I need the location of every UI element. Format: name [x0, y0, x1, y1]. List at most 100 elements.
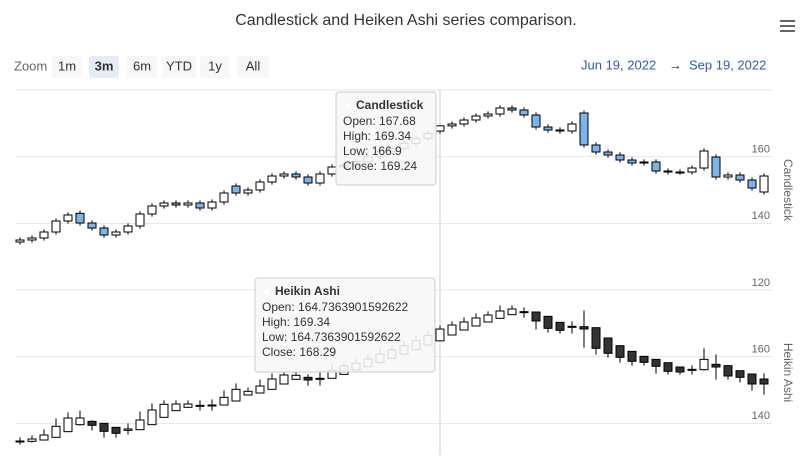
- candle-body: [123, 225, 133, 233]
- tooltip-title: Heikin Ashi: [275, 284, 340, 298]
- candle-body: [435, 328, 445, 342]
- zoom-button-bg[interactable]: [162, 56, 196, 78]
- y-tick-label: 140: [752, 210, 770, 222]
- candle-body: [51, 220, 61, 233]
- candle-body: [279, 173, 289, 177]
- candle-body: [255, 385, 265, 394]
- candle-body: [459, 321, 469, 331]
- candle-body: [303, 376, 313, 381]
- zoom-button[interactable]: 6m: [127, 56, 157, 78]
- tooltip-title: Candlestick: [356, 98, 424, 112]
- tooltip-key: Open:: [262, 300, 295, 314]
- range-from[interactable]: Jun 19, 2022: [581, 57, 656, 72]
- candle-body: [111, 426, 121, 434]
- candle-body: [699, 150, 709, 169]
- candle-body: [603, 337, 613, 354]
- candle-body: [267, 175, 277, 183]
- tooltip-row: High: 169.34: [343, 129, 411, 143]
- candle-body: [723, 174, 733, 178]
- zoom-button[interactable]: 1m: [52, 56, 82, 78]
- zoom-button-bg[interactable]: [200, 56, 230, 78]
- candle-body: [195, 202, 205, 209]
- candle-body: [627, 350, 637, 362]
- candle-body: [171, 403, 181, 412]
- tooltip-row: Low: 166.9: [343, 144, 402, 158]
- candle-body: [759, 378, 769, 385]
- range-separator: →: [669, 57, 682, 72]
- candle-body: [639, 161, 649, 164]
- range-to[interactable]: Sep 19, 2022: [689, 57, 766, 72]
- candle-body: [531, 311, 541, 322]
- candle-body: [675, 366, 685, 373]
- tooltip-value: 168.29: [299, 345, 336, 359]
- candle-body: [495, 107, 505, 115]
- tooltip-value: 164.7363901592622: [291, 330, 401, 344]
- zoom-button[interactable]: All: [237, 56, 269, 78]
- y-tick-label: 160: [752, 144, 770, 156]
- candle-body: [195, 404, 205, 407]
- candle-body: [75, 417, 85, 426]
- candle-body: [447, 324, 457, 336]
- candle-body: [591, 144, 601, 153]
- zoom-button-bg[interactable]: [89, 56, 119, 78]
- candle-body: [531, 114, 541, 128]
- candle-body: [711, 156, 721, 178]
- candle-body: [615, 345, 625, 358]
- zoom-button[interactable]: 3m: [89, 56, 119, 78]
- zoom-button[interactable]: YTD: [162, 56, 196, 78]
- candle-body: [75, 212, 85, 224]
- zoom-button-bg[interactable]: [52, 56, 82, 78]
- candle-body: [483, 314, 493, 323]
- candle-body: [471, 115, 481, 121]
- tooltip-row: Low: 164.7363901592622: [262, 330, 401, 344]
- candle-body: [543, 315, 553, 329]
- tooltip-key: Open:: [343, 114, 376, 128]
- axis-title: Candlestick: [781, 159, 795, 222]
- candle-body: [483, 113, 493, 117]
- candle-body: [471, 317, 481, 327]
- zoom-button-label[interactable]: 3m: [95, 58, 114, 73]
- candle-body: [171, 202, 181, 206]
- zoom-label: Zoom: [14, 58, 47, 73]
- candle-body: [495, 310, 505, 319]
- zoom-button-label[interactable]: All: [246, 58, 261, 73]
- zoom-button-label[interactable]: 1y: [208, 58, 222, 73]
- candle-body: [27, 237, 37, 241]
- tooltip-value: 169.24: [380, 159, 417, 173]
- candle-body: [567, 325, 577, 328]
- candle-body: [615, 154, 625, 161]
- candle-body: [27, 438, 37, 442]
- candle-body: [39, 434, 49, 441]
- candle-body: [459, 119, 469, 125]
- tooltip-value: 169.34: [374, 129, 411, 143]
- y-tick-label: 140: [752, 410, 770, 422]
- candle-body: [315, 377, 325, 380]
- candle-body: [723, 365, 733, 377]
- zoom-button-label[interactable]: YTD: [166, 58, 192, 73]
- candle-body: [507, 107, 517, 111]
- zoom-button-bg[interactable]: [237, 56, 269, 78]
- candle-body: [735, 174, 745, 181]
- tooltip-key: Low:: [262, 330, 287, 344]
- zoom-button-bg[interactable]: [127, 56, 157, 78]
- candle-body: [147, 205, 157, 215]
- candle-body: [699, 358, 709, 371]
- candle-body: [111, 231, 121, 236]
- candle-body: [231, 185, 241, 194]
- zoom-button-label[interactable]: 6m: [133, 58, 151, 73]
- candle-body: [183, 202, 193, 206]
- tooltip-row: Open: 164.7363901592622: [262, 300, 408, 314]
- candle-body: [231, 388, 241, 402]
- candle-body: [135, 213, 145, 227]
- candle-body: [651, 358, 661, 367]
- zoom-button[interactable]: 1y: [200, 56, 230, 78]
- tooltip-key: High:: [343, 129, 371, 143]
- candle-body: [687, 167, 697, 173]
- candle-body: [555, 321, 565, 331]
- zoom-button-label[interactable]: 1m: [58, 58, 76, 73]
- candle-body: [711, 363, 721, 368]
- tooltip-row: High: 169.34: [262, 315, 330, 329]
- menu-button[interactable]: [776, 16, 798, 36]
